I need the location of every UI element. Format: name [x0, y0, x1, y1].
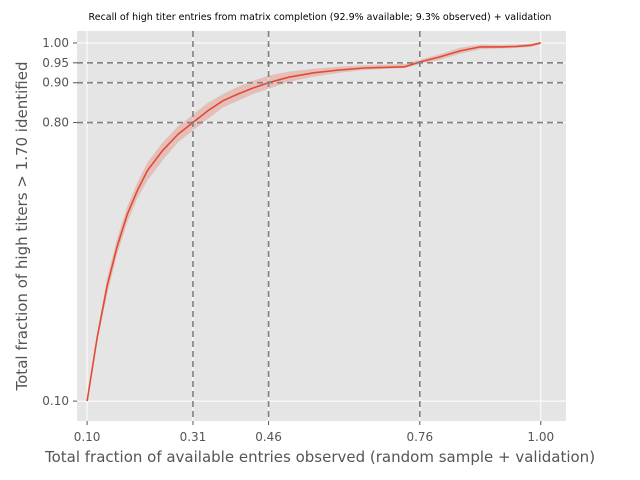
- x-tick-label: 0.31: [180, 430, 207, 444]
- y-tick-label: 1.00: [42, 36, 69, 50]
- y-tick-label: 0.80: [42, 116, 69, 130]
- y-tick-label: 0.90: [42, 76, 69, 90]
- y-tick-label: 0.95: [42, 56, 69, 70]
- x-tick-label: 0.76: [406, 430, 433, 444]
- x-tick-label: 1.00: [527, 430, 554, 444]
- x-axis-label: Total fraction of available entries obse…: [44, 448, 596, 466]
- x-tick-label: 0.10: [74, 430, 101, 444]
- y-axis-label: Total fraction of high titers > 1.70 ide…: [13, 61, 31, 391]
- chart-title: Recall of high titer entries from matrix…: [88, 12, 552, 23]
- x-tick-label: 0.46: [255, 430, 282, 444]
- plot-background: [77, 31, 566, 421]
- series-line: [86, 42, 541, 402]
- y-tick-label: 0.10: [42, 394, 69, 408]
